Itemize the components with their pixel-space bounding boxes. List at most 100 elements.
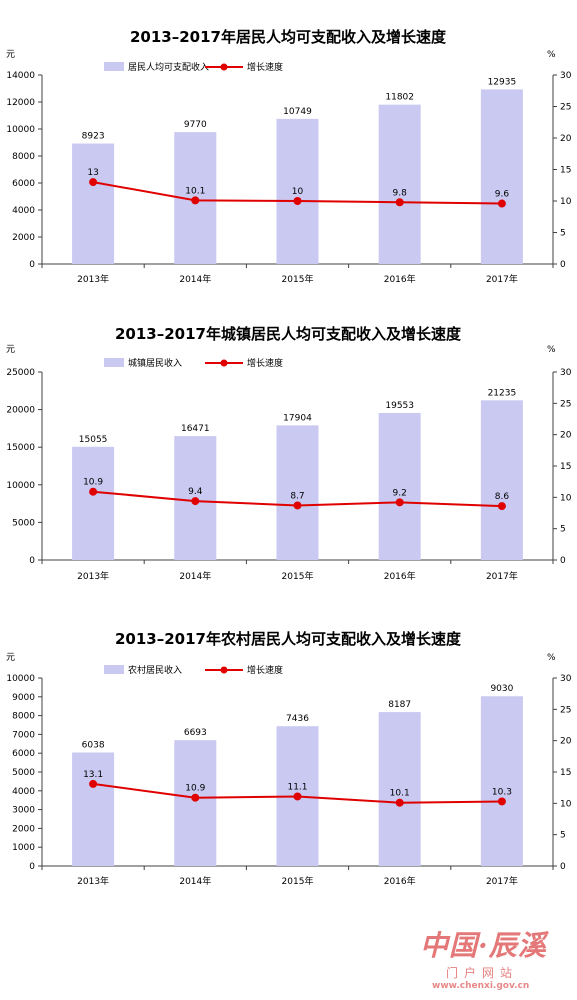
right-axis-unit: % bbox=[547, 345, 556, 355]
growth-point bbox=[497, 502, 506, 511]
growth-value-label: 9.8 bbox=[393, 188, 408, 198]
left-tick-label: 0 bbox=[29, 260, 35, 270]
x-tick-label: 2013年 bbox=[77, 570, 109, 582]
x-tick-label: 2016年 bbox=[384, 570, 416, 582]
bar bbox=[174, 740, 217, 866]
bar bbox=[378, 104, 421, 264]
left-tick-label: 20000 bbox=[6, 406, 35, 416]
right-tick-label: 5 bbox=[560, 525, 566, 535]
bar-value-label: 7436 bbox=[286, 714, 309, 724]
growth-point bbox=[191, 793, 200, 802]
growth-point bbox=[191, 196, 200, 205]
left-tick-label: 10000 bbox=[6, 481, 35, 491]
growth-point bbox=[395, 498, 404, 507]
watermark-brand: 中国·辰溪 bbox=[420, 929, 547, 962]
growth-point bbox=[89, 779, 98, 788]
bar bbox=[276, 425, 319, 560]
right-tick-label: 0 bbox=[560, 260, 566, 270]
growth-value-label: 8.6 bbox=[495, 492, 510, 502]
growth-value-label: 10.9 bbox=[185, 784, 205, 794]
growth-value-label: 10.1 bbox=[185, 186, 205, 196]
watermark-tagline: 门户网站 bbox=[446, 966, 519, 980]
bar-value-label: 11802 bbox=[385, 93, 414, 103]
left-tick-label: 10000 bbox=[6, 674, 35, 684]
growth-point bbox=[293, 501, 302, 510]
growth-point bbox=[497, 797, 506, 806]
bar-value-label: 16471 bbox=[181, 424, 210, 434]
x-tick-label: 2014年 bbox=[179, 875, 211, 887]
legend-label-line: 增长速度 bbox=[247, 357, 283, 369]
growth-value-label: 9.4 bbox=[188, 487, 203, 497]
bar bbox=[480, 696, 523, 866]
growth-value-label: 10 bbox=[292, 187, 304, 197]
bar-value-label: 8923 bbox=[82, 132, 105, 142]
left-tick-label: 10000 bbox=[6, 125, 35, 135]
left-tick-label: 2000 bbox=[12, 233, 35, 243]
growth-point bbox=[89, 178, 98, 187]
legend-marker-line bbox=[220, 359, 228, 367]
left-tick-label: 7000 bbox=[12, 730, 35, 740]
bar bbox=[378, 412, 421, 560]
right-tick-label: 5 bbox=[560, 831, 566, 841]
growth-value-label: 9.2 bbox=[393, 488, 407, 498]
right-tick-label: 30 bbox=[560, 674, 572, 684]
left-axis-unit: 元 bbox=[6, 345, 15, 355]
bar-value-label: 10749 bbox=[283, 107, 312, 117]
right-tick-label: 0 bbox=[560, 556, 566, 566]
right-tick-label: 30 bbox=[560, 71, 572, 81]
x-tick-label: 2017年 bbox=[486, 875, 518, 887]
x-tick-label: 2015年 bbox=[282, 570, 314, 582]
bar-value-label: 12935 bbox=[488, 77, 517, 87]
left-tick-label: 25000 bbox=[6, 368, 35, 378]
growth-value-label: 10.9 bbox=[83, 478, 103, 488]
x-tick-label: 2017年 bbox=[486, 570, 518, 582]
legend-marker-line bbox=[220, 63, 228, 71]
chart-title: 2013–2017年居民人均可支配收入及增长速度 bbox=[130, 28, 447, 46]
bar bbox=[480, 400, 523, 560]
watermark-url: www.chenxi.gov.cn bbox=[432, 981, 530, 991]
legend-label-line: 增长速度 bbox=[247, 61, 283, 73]
bar-value-label: 9030 bbox=[490, 684, 513, 694]
growth-value-label: 13.1 bbox=[83, 770, 103, 780]
left-tick-label: 0 bbox=[29, 556, 35, 566]
right-tick-label: 0 bbox=[560, 862, 566, 872]
left-tick-label: 15000 bbox=[6, 443, 35, 453]
left-tick-label: 5000 bbox=[12, 518, 35, 528]
x-tick-label: 2014年 bbox=[179, 273, 211, 285]
left-tick-label: 4000 bbox=[12, 206, 35, 216]
left-tick-label: 1000 bbox=[12, 843, 35, 853]
left-tick-label: 0 bbox=[29, 862, 35, 872]
x-tick-label: 2016年 bbox=[384, 875, 416, 887]
growth-point bbox=[89, 487, 98, 496]
x-tick-label: 2015年 bbox=[282, 875, 314, 887]
right-tick-label: 20 bbox=[560, 431, 572, 441]
bar-value-label: 17904 bbox=[283, 413, 312, 423]
left-tick-label: 9000 bbox=[12, 693, 35, 703]
bar bbox=[480, 89, 523, 264]
growth-point bbox=[395, 198, 404, 207]
right-tick-label: 15 bbox=[560, 462, 571, 472]
legend-swatch-bar bbox=[104, 665, 124, 674]
x-tick-label: 2017年 bbox=[486, 273, 518, 285]
chart-title: 2013–2017年城镇居民人均可支配收入及增长速度 bbox=[115, 325, 462, 343]
legend-label-line: 增长速度 bbox=[247, 664, 283, 676]
bar bbox=[72, 143, 115, 264]
growth-value-label: 11.1 bbox=[287, 782, 307, 792]
right-axis-unit: % bbox=[547, 653, 556, 663]
right-tick-label: 25 bbox=[560, 399, 571, 409]
right-tick-label: 25 bbox=[560, 103, 571, 113]
right-tick-label: 20 bbox=[560, 134, 572, 144]
x-tick-label: 2016年 bbox=[384, 273, 416, 285]
left-tick-label: 3000 bbox=[12, 806, 35, 816]
growth-point bbox=[395, 798, 404, 807]
left-tick-label: 2000 bbox=[12, 824, 35, 834]
bar bbox=[378, 712, 421, 866]
right-tick-label: 5 bbox=[560, 229, 566, 239]
growth-point bbox=[293, 197, 302, 205]
bar bbox=[72, 752, 115, 866]
left-tick-label: 8000 bbox=[12, 712, 35, 722]
left-axis-unit: 元 bbox=[6, 653, 15, 663]
right-tick-label: 15 bbox=[560, 768, 571, 778]
legend-label-bar: 城镇居民收入 bbox=[128, 357, 182, 369]
